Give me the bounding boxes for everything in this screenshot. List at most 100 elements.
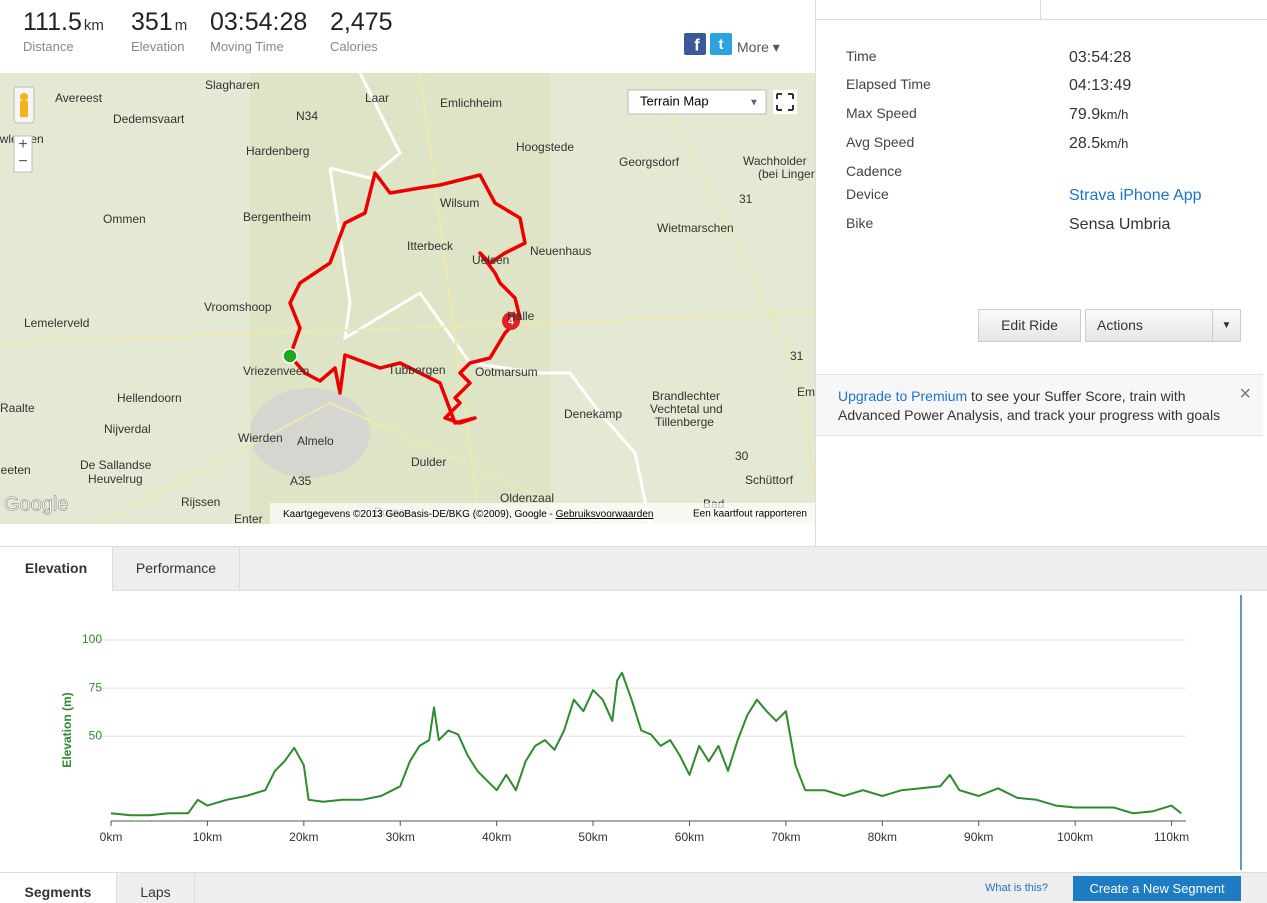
map-label: Tillenberge <box>655 415 714 429</box>
map-label: Dulder <box>411 455 446 469</box>
map-label: Enter <box>234 512 263 524</box>
x-tick-label: 70km <box>771 830 800 844</box>
create-segment-button[interactable]: Create a New Segment <box>1073 876 1241 901</box>
map-label: Vroomshoop <box>204 300 272 314</box>
x-tick-label: 110km <box>1154 830 1189 844</box>
map-label: Rijssen <box>181 495 220 509</box>
attribution-text: Kaartgegevens ©2013 GeoBasis-DE/BKG (©20… <box>283 509 556 520</box>
map-label: Georgsdorf <box>619 155 680 169</box>
x-tick-label: 80km <box>868 830 897 844</box>
map-label: Schüttorf <box>745 473 794 487</box>
x-tick-label: 40km <box>482 830 511 844</box>
map-label: Lemelerveld <box>24 316 89 330</box>
x-tick-label: 10km <box>193 830 222 844</box>
map-label: 31 <box>739 192 753 206</box>
fullscreen-button[interactable] <box>773 90 797 114</box>
actions-label: Actions <box>1097 317 1143 333</box>
map-label: Nijverdal <box>104 422 151 436</box>
more-label: More <box>737 39 769 55</box>
actions-button[interactable]: Actions ▼ <box>1085 309 1241 342</box>
map-label: Hardenberg <box>246 144 309 158</box>
detail-value: 03:54:28 <box>1069 49 1131 67</box>
stat-value-line: 111.5 km <box>23 8 104 37</box>
map-label: Vechtetal und <box>650 402 723 416</box>
stat-label: Elevation <box>131 39 185 54</box>
stat-value-line: 2,475 <box>330 8 393 37</box>
stat: 351 m Elevation <box>131 8 187 54</box>
map-label: Laar <box>365 91 389 105</box>
detail-label: Avg Speed <box>846 134 915 150</box>
detail-value: 79.9km/h <box>1069 106 1128 124</box>
map-label: Uelsen <box>472 253 509 267</box>
map-label: Bergentheim <box>243 210 311 224</box>
map-label: Dedemsvaart <box>113 112 185 126</box>
edit-ride-button[interactable]: Edit Ride <box>978 309 1081 342</box>
detail-unit: km/h <box>1100 136 1129 151</box>
map-label: Wachholder <box>743 154 807 168</box>
map-label: Tubbergen <box>388 363 446 377</box>
map-label: Hellendoorn <box>117 391 182 405</box>
detail-value: Strava iPhone App <box>1069 187 1202 205</box>
map-label: (bei Lingen) <box>758 167 815 181</box>
facebook-icon[interactable]: f <box>684 33 706 55</box>
help-link[interactable]: What is this? <box>985 882 1048 894</box>
google-logo: Google <box>4 493 69 515</box>
stat-value: 2,475 <box>330 8 393 36</box>
detail-value-text: 03:54:28 <box>1069 49 1132 66</box>
x-tick-label: 20km <box>289 830 318 844</box>
map-label: Em <box>797 385 815 399</box>
map-label: Heuvelrug <box>88 472 143 486</box>
y-axis-label: Elevation (m) <box>60 692 74 767</box>
detail-value-text[interactable]: Strava iPhone App <box>1069 187 1202 204</box>
stat: 2,475 Calories <box>330 8 393 54</box>
svg-text:▼: ▼ <box>749 98 759 109</box>
tab[interactable]: Laps <box>117 873 195 903</box>
svg-text:−: − <box>18 153 27 170</box>
detail-value: 28.5km/h <box>1069 135 1128 153</box>
y-tick-label: 75 <box>89 680 103 694</box>
map-label: Hoogstede <box>516 140 574 154</box>
svg-text:f: f <box>694 35 700 54</box>
x-tick-label: 90km <box>964 830 993 844</box>
twitter-icon[interactable]: t <box>710 33 732 55</box>
map-label: Oldenzaal <box>500 491 554 505</box>
tab[interactable]: Elevation <box>0 547 113 591</box>
map-label: Ootmarsum <box>475 365 538 379</box>
more-button[interactable]: More ▾ <box>737 39 780 55</box>
svg-text:t: t <box>719 36 724 53</box>
map-type-label: Terrain Map <box>640 93 709 108</box>
terms-link[interactable]: Gebruiksvoorwaarden <box>556 509 654 520</box>
map-label: Vriezenveen <box>243 364 309 378</box>
map-label: leeten <box>0 463 31 477</box>
premium-link[interactable]: Upgrade to Premium <box>838 388 968 404</box>
map[interactable]: 4 Slagharen Avereest Laar Emlichheim Dedemsv… <box>0 73 815 524</box>
detail-label: Cadence <box>846 163 903 179</box>
premium-text: to see your Suffer Score, train with Adv… <box>838 388 1221 423</box>
detail-value: 04:13:49 <box>1069 77 1131 95</box>
map-label: Raalte <box>0 401 35 415</box>
stat-value: 351 <box>131 8 173 36</box>
svg-text:+: + <box>18 136 27 153</box>
stat-label: Calories <box>330 39 378 54</box>
x-tick-label: 0km <box>100 830 123 844</box>
tab[interactable]: Performance <box>113 547 240 590</box>
x-tick-label: 50km <box>578 830 607 844</box>
map-type-selector[interactable] <box>627 89 767 115</box>
stat-value-line: 351 m <box>131 8 187 37</box>
map-label: Brandlechter <box>652 389 720 403</box>
map-label: N34 <box>296 109 318 123</box>
lap-marker: 4 <box>508 317 514 328</box>
map-label: Ommen <box>103 212 146 226</box>
map-label: Almelo <box>297 434 334 448</box>
map-label: A35 <box>290 474 312 488</box>
detail-value-text: 28.5 <box>1069 135 1101 152</box>
close-button[interactable]: × <box>1239 383 1251 405</box>
x-tick-label: 60km <box>675 830 704 844</box>
report-link[interactable]: Een kaartfout rapporteren <box>693 509 807 520</box>
detail-label: Time <box>846 48 877 64</box>
zoom-control[interactable] <box>13 135 33 173</box>
map-attribution: Kaartgegevens ©2013 GeoBasis-DE/BKG (©20… <box>283 509 653 520</box>
tab[interactable]: Segments <box>0 873 117 903</box>
map-label: De Sallandse <box>80 458 152 472</box>
